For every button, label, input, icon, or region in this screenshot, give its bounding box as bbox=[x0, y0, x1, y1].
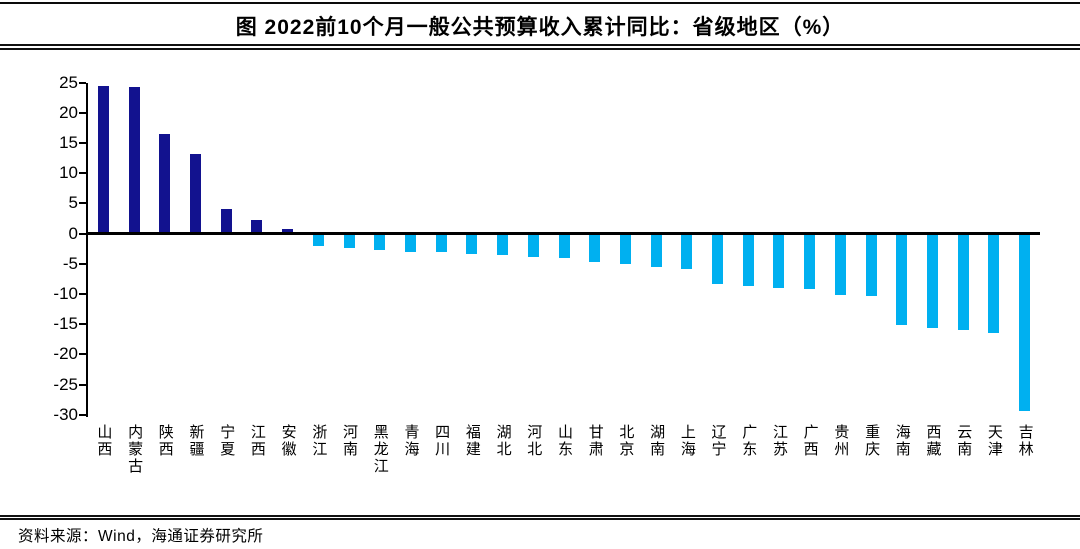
chart-bar-山西 bbox=[97, 86, 109, 234]
chart-bar-广西 bbox=[804, 233, 816, 290]
chart-bar-宁夏 bbox=[220, 209, 232, 234]
y-axis-tick bbox=[79, 413, 86, 416]
chart-bar-福建 bbox=[466, 233, 478, 255]
chart-bar-河南 bbox=[343, 233, 355, 248]
chart-bar-河北 bbox=[527, 233, 539, 258]
x-category-label: 内蒙古 bbox=[126, 424, 144, 475]
chart-bar-云南 bbox=[957, 233, 969, 330]
x-axis-zero-line bbox=[88, 232, 1040, 235]
x-category-label: 北京 bbox=[617, 424, 635, 458]
x-category-label: 湖南 bbox=[648, 424, 666, 458]
x-category-label: 陕西 bbox=[156, 424, 174, 458]
chart-bar-贵州 bbox=[834, 233, 846, 295]
chart-bar-海南 bbox=[896, 233, 908, 325]
chart-bar-甘肃 bbox=[589, 233, 601, 262]
y-axis-tick bbox=[79, 383, 86, 386]
chart-bar-新疆 bbox=[189, 153, 201, 234]
y-axis-tick-label: -20 bbox=[53, 344, 78, 364]
x-category-label: 福建 bbox=[463, 424, 481, 458]
x-category-label: 江苏 bbox=[770, 424, 788, 458]
x-category-label: 重庆 bbox=[863, 424, 881, 458]
y-axis-tick-label: 10 bbox=[59, 163, 78, 183]
bar-chart: 25 20 15 10 5 0 -5 -10 -15 -20 -25 -30 山西 内蒙古 陕西 新疆 宁夏 江西… bbox=[53, 72, 1040, 475]
chart-bar-内蒙古 bbox=[128, 86, 140, 234]
y-axis-tick-label: 20 bbox=[59, 102, 78, 122]
x-category-label: 上海 bbox=[678, 424, 696, 458]
top-divider bbox=[0, 2, 1080, 4]
y-axis-tick-label: -15 bbox=[53, 314, 78, 334]
y-axis-tick bbox=[79, 111, 86, 114]
chart-bar-广东 bbox=[742, 233, 754, 287]
chart-bar-青海 bbox=[404, 233, 416, 253]
y-axis-tick bbox=[79, 202, 86, 205]
chart-bar-浙江 bbox=[312, 233, 324, 247]
chart-title: 图 2022前10个月一般公共预算收入累计同比：省级地区（%） bbox=[235, 16, 845, 39]
x-category-label: 吉林 bbox=[1016, 424, 1034, 458]
chart-bar-安徽 bbox=[282, 229, 294, 234]
x-category-label: 海南 bbox=[893, 424, 911, 458]
y-axis-tick bbox=[79, 262, 86, 265]
x-category-label: 浙江 bbox=[310, 424, 328, 458]
x-category-label: 甘肃 bbox=[586, 424, 604, 458]
x-category-label: 宁夏 bbox=[218, 424, 236, 458]
chart-bar-四川 bbox=[435, 233, 447, 253]
chart-bar-辽宁 bbox=[712, 233, 724, 284]
y-axis-tick-label: -10 bbox=[53, 283, 78, 303]
y-axis-tick-label: 0 bbox=[68, 223, 78, 243]
x-category-label: 湖北 bbox=[494, 424, 512, 458]
chart-bar-江苏 bbox=[773, 233, 785, 289]
y-axis bbox=[86, 82, 88, 417]
y-axis-tick-label: 5 bbox=[68, 193, 78, 213]
y-axis-tick bbox=[79, 81, 86, 84]
chart-bar-北京 bbox=[619, 233, 631, 265]
x-category-label: 广东 bbox=[740, 424, 758, 458]
chart-bar-重庆 bbox=[865, 233, 877, 297]
x-category-label: 青海 bbox=[402, 424, 420, 458]
x-category-label: 河北 bbox=[525, 424, 543, 458]
x-category-label: 西藏 bbox=[924, 424, 942, 458]
chart-bar-上海 bbox=[681, 233, 693, 270]
x-category-label: 山东 bbox=[556, 424, 573, 458]
chart-bar-江西 bbox=[251, 220, 263, 234]
chart-bar-吉林 bbox=[1019, 233, 1031, 412]
y-axis-tick bbox=[79, 232, 86, 235]
x-category-label: 云南 bbox=[955, 424, 973, 458]
chart-bar-西藏 bbox=[927, 233, 939, 329]
y-axis-tick-label: -5 bbox=[62, 253, 78, 273]
y-axis-tick bbox=[79, 353, 86, 356]
footer-divider bbox=[0, 515, 1080, 520]
chart-bar-湖南 bbox=[650, 233, 662, 267]
x-category-label: 四川 bbox=[433, 424, 451, 458]
y-axis-tick bbox=[79, 292, 86, 295]
title-divider bbox=[0, 44, 1080, 50]
x-category-label: 贵州 bbox=[832, 424, 850, 458]
x-category-label: 山西 bbox=[95, 424, 113, 458]
chart-bar-山东 bbox=[558, 233, 570, 258]
x-category-label: 安徽 bbox=[279, 424, 297, 458]
x-category-label: 新疆 bbox=[187, 424, 205, 458]
x-category-label: 黑龙江 bbox=[371, 424, 389, 475]
y-axis-tick-label: 25 bbox=[59, 72, 78, 92]
y-axis-tick-label: -25 bbox=[53, 374, 78, 394]
x-category-label: 广西 bbox=[801, 424, 819, 458]
x-category-label: 天津 bbox=[985, 424, 1003, 458]
x-category-label: 辽宁 bbox=[709, 424, 727, 458]
chart-bar-陕西 bbox=[159, 134, 171, 234]
chart-bar-黑龙江 bbox=[374, 233, 386, 251]
chart-bar-天津 bbox=[988, 233, 1000, 333]
x-category-label: 河南 bbox=[341, 424, 359, 458]
y-axis-tick-label: 15 bbox=[59, 132, 78, 152]
y-axis-tick-label: -30 bbox=[53, 404, 78, 424]
source-note: 资料来源：Wind，海通证券研究所 bbox=[18, 528, 264, 545]
y-axis-tick bbox=[79, 172, 86, 175]
y-axis-tick bbox=[79, 323, 86, 326]
x-category-label: 江西 bbox=[248, 424, 266, 458]
y-axis-tick bbox=[79, 141, 86, 144]
chart-bar-湖北 bbox=[497, 233, 509, 255]
